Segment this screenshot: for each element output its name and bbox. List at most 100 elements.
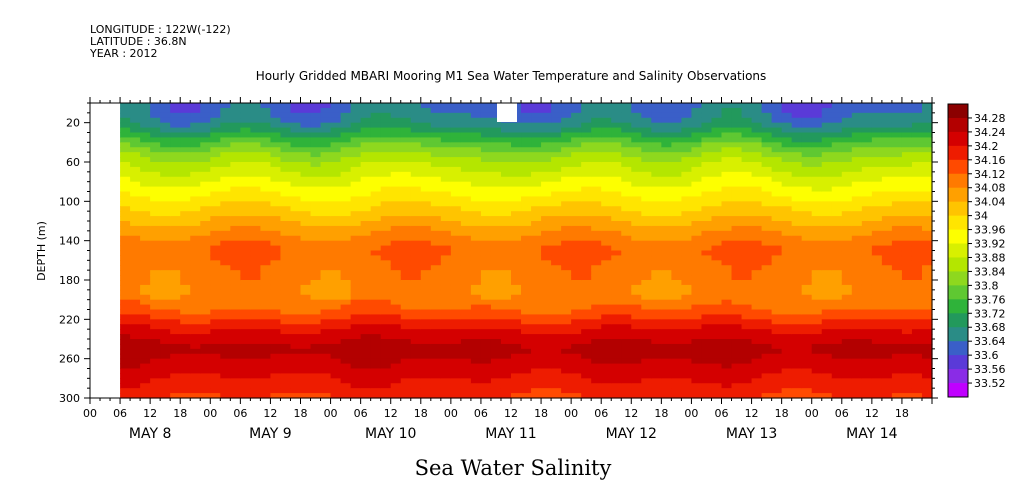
heatmap-cell — [470, 275, 482, 281]
heatmap-cell — [320, 383, 332, 389]
heatmap-cell — [541, 383, 552, 389]
heatmap-cell — [350, 314, 362, 320]
heatmap-cell — [120, 196, 131, 202]
heatmap-cell — [801, 107, 813, 114]
heatmap-cell — [490, 393, 502, 399]
heatmap-cell — [240, 117, 251, 124]
heatmap-cell — [410, 216, 422, 222]
heatmap-cell — [521, 221, 532, 227]
heatmap-cell — [280, 265, 292, 271]
heatmap-cell — [160, 230, 171, 237]
heatmap-cell — [531, 142, 542, 148]
heatmap-cell — [160, 107, 171, 114]
heatmap-cell — [551, 137, 562, 143]
heatmap-cell — [751, 127, 763, 134]
heatmap-cell — [280, 147, 292, 153]
heatmap-cell — [240, 284, 251, 291]
heatmap-cell — [881, 280, 893, 286]
heatmap-cell — [521, 225, 532, 232]
heatmap-cell — [881, 166, 893, 173]
heatmap-cell — [310, 201, 322, 207]
heatmap-cell — [390, 112, 402, 119]
heatmap-cell — [160, 112, 171, 119]
heatmap-cell — [571, 378, 582, 384]
heatmap-cell — [601, 211, 612, 217]
heatmap-cell — [190, 137, 201, 143]
heatmap-cell — [280, 383, 292, 389]
heatmap-cell — [450, 348, 462, 355]
heatmap-cell — [541, 348, 552, 355]
heatmap-cell — [260, 284, 272, 291]
heatmap-cell — [380, 353, 392, 360]
heatmap-cell — [571, 162, 582, 168]
heatmap-cell — [370, 280, 382, 286]
heatmap-cell — [350, 152, 362, 158]
heatmap-cell — [350, 265, 362, 271]
heatmap-cell — [340, 181, 352, 188]
heatmap-cell — [631, 289, 642, 296]
heatmap-cell — [551, 132, 562, 139]
heatmap-cell — [551, 186, 562, 193]
heatmap-cell — [621, 358, 632, 365]
heatmap-cell — [480, 334, 492, 340]
heatmap-cell — [460, 284, 472, 291]
heatmap-cell — [871, 166, 883, 173]
heatmap-cell — [561, 383, 572, 389]
heatmap-cell — [290, 383, 302, 389]
heatmap-cell — [921, 309, 933, 316]
heatmap-cell — [731, 250, 743, 257]
heatmap-cell — [541, 157, 552, 163]
heatmap-cell — [661, 137, 672, 143]
heatmap-cell — [661, 225, 672, 232]
heatmap-cell — [170, 245, 181, 252]
heatmap-cell — [470, 334, 482, 340]
heatmap-cell — [601, 117, 612, 124]
heatmap-cell — [480, 363, 492, 370]
heatmap-cell — [300, 142, 312, 148]
heatmap-cell — [130, 275, 141, 281]
heatmap-cell — [160, 245, 171, 252]
heatmap-cell — [771, 191, 783, 198]
heatmap-cell — [190, 132, 201, 139]
heatmap-cell — [541, 368, 552, 375]
heatmap-cell — [420, 196, 432, 202]
heatmap-cell — [801, 157, 813, 163]
heatmap-cell — [591, 275, 602, 281]
heatmap-cell — [460, 388, 472, 394]
heatmap-cell — [270, 181, 282, 188]
heatmap-cell — [140, 339, 151, 345]
heatmap-cell — [370, 275, 382, 281]
heatmap-cell — [721, 368, 733, 375]
heatmap-cell — [220, 127, 231, 134]
heatmap-cell — [500, 147, 512, 153]
heatmap-cell — [771, 221, 783, 227]
heatmap-cell — [711, 383, 723, 389]
heatmap-cell — [200, 363, 211, 370]
heatmap-cell — [881, 162, 893, 168]
heatmap-cell — [821, 393, 833, 399]
heatmap-cell — [871, 245, 883, 252]
heatmap-cell — [911, 348, 923, 355]
heatmap-cell — [170, 112, 181, 119]
heatmap-cell — [160, 152, 171, 158]
heatmap-cell — [821, 211, 833, 217]
heatmap-cell — [791, 358, 803, 365]
heatmap-cell — [541, 309, 552, 316]
heatmap-cell — [470, 103, 482, 109]
heatmap-cell — [641, 235, 652, 242]
heatmap-cell — [180, 299, 191, 306]
heatmap-cell — [280, 152, 292, 158]
heatmap-cell — [781, 388, 793, 394]
heatmap-cell — [911, 196, 923, 202]
heatmap-cell — [500, 166, 512, 173]
heatmap-cell — [851, 339, 863, 345]
heatmap-cell — [891, 339, 903, 345]
heatmap-cell — [731, 225, 743, 232]
heatmap-cell — [420, 235, 432, 242]
heatmap-cell — [571, 137, 582, 143]
heatmap-cell — [130, 324, 141, 330]
heatmap-cell — [440, 166, 452, 173]
heatmap-cell — [390, 383, 402, 389]
heatmap-cell — [360, 265, 372, 271]
heatmap-cell — [330, 171, 342, 178]
